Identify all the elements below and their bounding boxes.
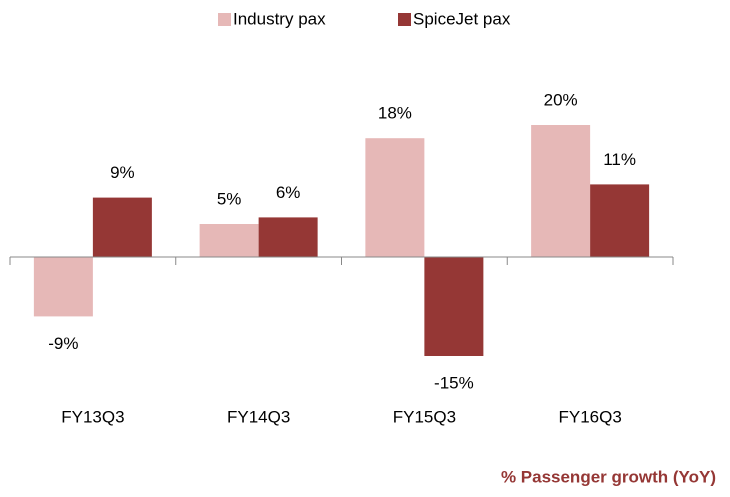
value-label: 20%	[544, 90, 578, 109]
chart-title: % Passenger growth (YoY)	[501, 467, 716, 486]
x-tick-label: FY15Q3	[393, 407, 456, 426]
bar	[199, 224, 259, 257]
value-label: 6%	[276, 183, 301, 202]
bar	[365, 138, 425, 257]
x-tick-label: FY14Q3	[227, 407, 290, 426]
value-label: 9%	[110, 163, 135, 182]
value-label: 11%	[603, 150, 636, 169]
x-tick-label: FY13Q3	[61, 407, 124, 426]
legend-swatch	[218, 13, 231, 26]
bar	[92, 197, 152, 257]
bar	[424, 257, 484, 356]
legend-label: SpiceJet pax	[413, 9, 511, 28]
bar	[531, 125, 591, 257]
value-label: 5%	[217, 189, 242, 208]
value-label: 18%	[378, 104, 412, 123]
value-label: -15%	[434, 373, 474, 392]
legend-swatch	[398, 13, 411, 26]
x-tick-label: FY16Q3	[558, 407, 621, 426]
legend-label: Industry pax	[233, 9, 326, 28]
value-label: -9%	[48, 334, 78, 353]
bar	[590, 184, 650, 257]
bar	[33, 257, 93, 317]
bar	[258, 217, 318, 257]
